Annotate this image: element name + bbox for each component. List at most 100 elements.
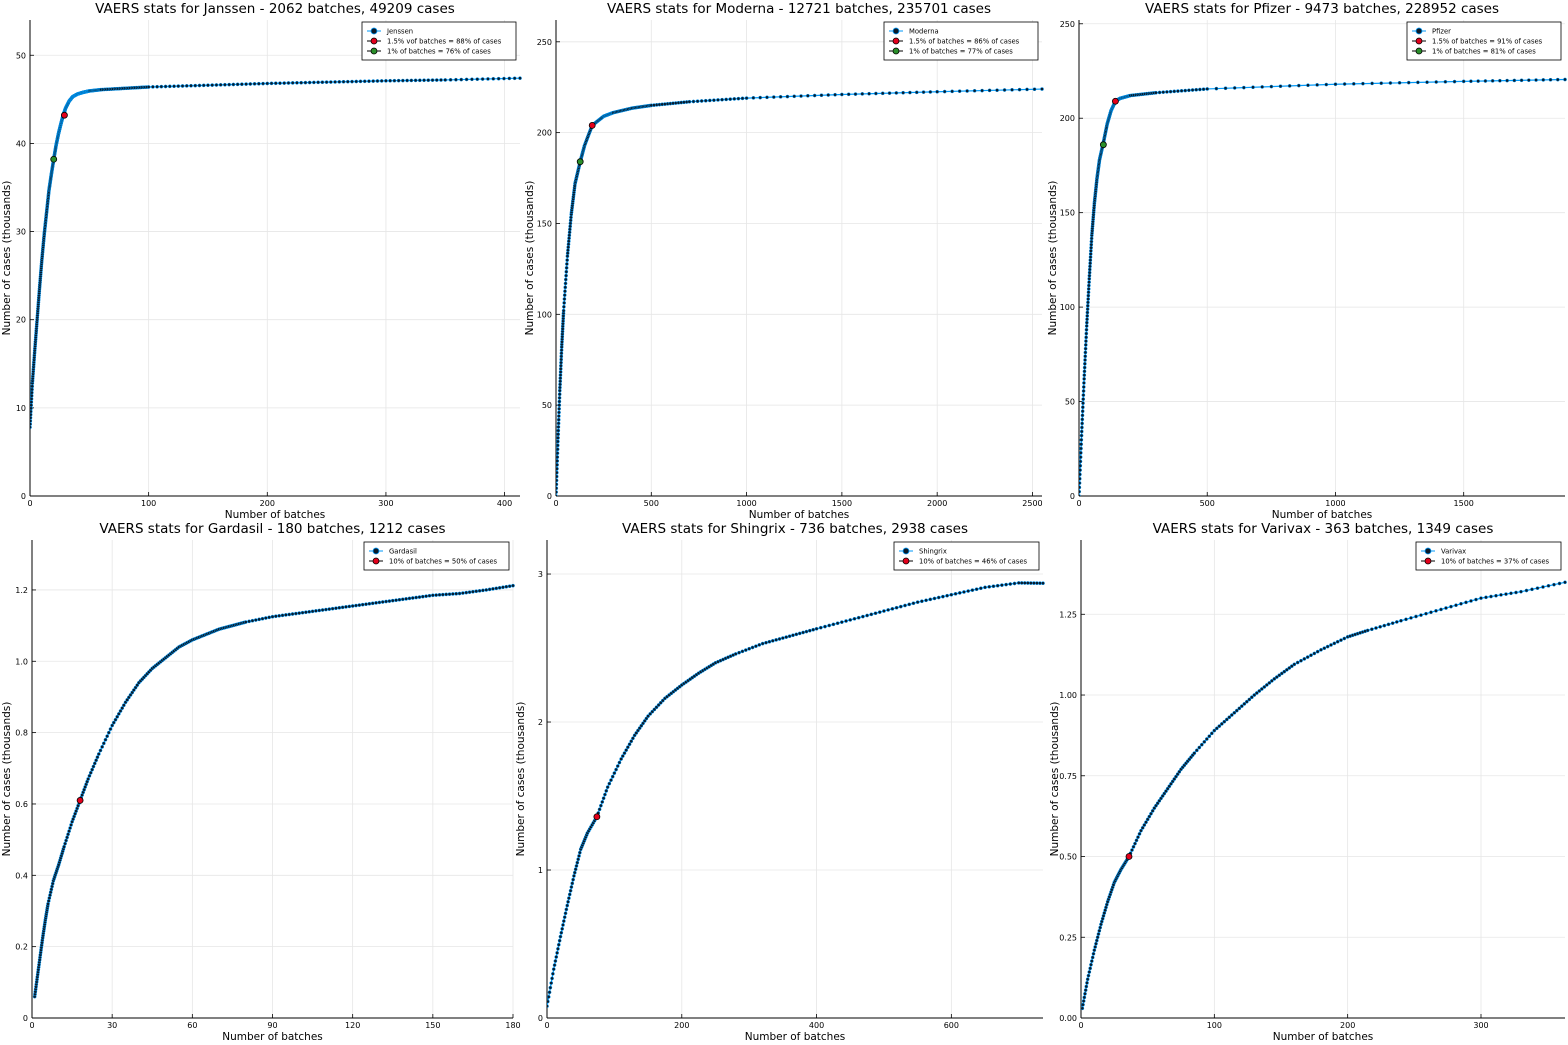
data-point: [615, 764, 620, 768]
data-point: [1088, 255, 1093, 259]
data-point: [252, 81, 257, 86]
data-point: [1312, 651, 1317, 656]
data-point: [631, 736, 635, 741]
data-point: [566, 239, 571, 244]
data-point: [1147, 814, 1152, 819]
legend-label: 10% of batches = 50% of cases: [389, 558, 498, 566]
data-point: [497, 585, 502, 590]
data-point: [1434, 609, 1438, 613]
legend-marker: [902, 547, 910, 555]
plot-area: [556, 87, 1044, 496]
data-point: [556, 417, 561, 422]
data-point: [624, 748, 629, 752]
data-point: [874, 91, 878, 96]
data-point: [1490, 78, 1495, 83]
data-point: [231, 82, 236, 87]
x-tick-label: 200: [1340, 1021, 1355, 1030]
y-tick-label: 30: [16, 228, 26, 237]
data-point: [30, 415, 33, 420]
data-point: [422, 78, 426, 83]
data-point: [1089, 962, 1093, 967]
data-point: [180, 84, 185, 88]
data-point: [648, 712, 653, 716]
data-point: [69, 823, 73, 827]
data-point: [1079, 429, 1084, 434]
data-point: [942, 89, 947, 94]
data-point: [502, 76, 506, 81]
data-point: [270, 614, 275, 619]
data-point: [1474, 597, 1478, 602]
data-point: [248, 82, 253, 86]
legend-label: 1% of batches = 77% of cases: [909, 48, 1013, 56]
data-point: [1419, 613, 1423, 617]
data-point: [1082, 373, 1087, 377]
data-point: [1022, 581, 1027, 585]
data-point: [1168, 89, 1173, 94]
data-point: [1094, 941, 1098, 946]
data-point: [807, 628, 812, 633]
data-point: [556, 486, 559, 491]
data-point: [712, 98, 716, 103]
data-point: [277, 613, 282, 618]
data-point: [716, 98, 720, 102]
data-point: [1087, 276, 1092, 281]
data-point: [557, 392, 562, 397]
y-tick-label: 50: [16, 51, 26, 60]
data-point: [367, 79, 371, 84]
data-point: [1319, 647, 1323, 652]
data-point: [1081, 397, 1086, 401]
data-point: [567, 230, 572, 235]
data-point: [1087, 273, 1092, 278]
data-point: [1333, 82, 1338, 87]
data-point: [1222, 719, 1227, 724]
data-point: [307, 609, 312, 614]
data-point: [491, 587, 495, 591]
highlight-point: [50, 155, 58, 163]
data-point: [1088, 252, 1093, 256]
data-point: [1489, 594, 1493, 599]
data-point: [475, 77, 480, 82]
data-point: [390, 598, 395, 603]
data-point: [1095, 935, 1100, 940]
data-point: [767, 639, 772, 644]
y-tick-label: 250: [537, 38, 552, 47]
data-point: [936, 595, 941, 600]
data-point: [512, 76, 517, 81]
data-point: [294, 611, 298, 616]
data-point: [732, 97, 737, 101]
data-point: [626, 745, 630, 750]
data-point: [1219, 722, 1224, 726]
data-point: [856, 615, 861, 620]
data-point: [559, 363, 563, 368]
data-point: [1092, 948, 1097, 953]
data-point: [1325, 644, 1330, 649]
data-point: [826, 93, 831, 97]
data-point: [556, 490, 558, 494]
data-point: [733, 652, 738, 656]
data-point: [1194, 748, 1199, 753]
data-point: [247, 619, 251, 624]
data-point: [388, 78, 393, 83]
data-point: [561, 919, 566, 923]
data-point: [568, 888, 573, 893]
data-point: [1088, 264, 1092, 269]
data-point: [903, 603, 907, 608]
data-point: [1079, 446, 1083, 451]
data-point: [1079, 463, 1083, 468]
data-point: [687, 99, 692, 104]
data-point: [1081, 999, 1086, 1003]
legend-box: [893, 541, 1040, 571]
data-point: [197, 83, 202, 88]
data-point: [1227, 715, 1232, 720]
y-tick-label: 0.25: [1059, 933, 1077, 942]
data-point: [30, 384, 35, 389]
data-point: [561, 923, 565, 927]
data-point: [1083, 988, 1088, 992]
data-point: [1085, 310, 1090, 315]
chart-panel: 0 200 400 600 0 1 2 3 VAERS stats for Shingrix -…: [515, 521, 1045, 1043]
data-point: [770, 638, 775, 643]
data-point: [116, 712, 121, 716]
data-point: [401, 78, 405, 83]
data-point: [193, 83, 198, 88]
data-point: [1504, 592, 1508, 596]
